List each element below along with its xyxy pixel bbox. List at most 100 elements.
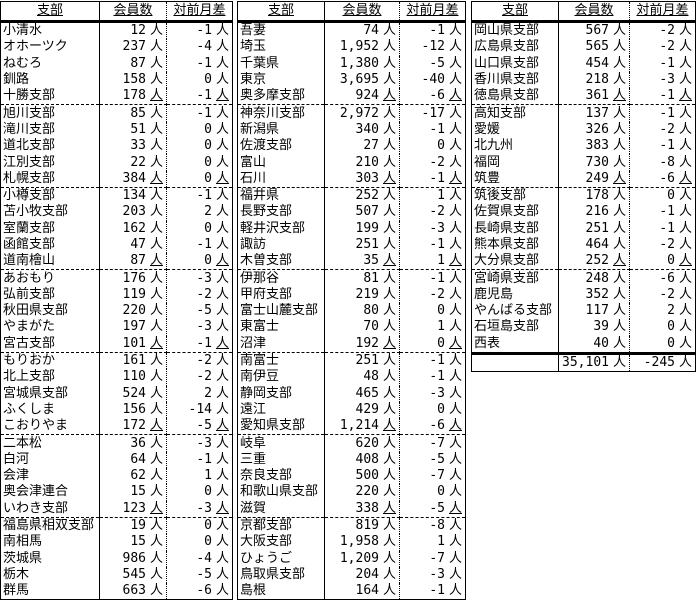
- branch-name: 愛媛: [471, 121, 559, 139]
- member-count: 340 人: [324, 121, 400, 139]
- branch-name: 静岡支部: [237, 385, 325, 402]
- header-branch-value: 支部: [267, 3, 294, 18]
- member-count-value: 33: [130, 138, 146, 154]
- table-row: 東富士 70 人 1 人: [237, 319, 466, 336]
- unit-label: 人: [149, 286, 163, 302]
- table-row: 石垣島支部 39 人 0 人: [471, 319, 696, 336]
- table-row: 弘前支部 119 人 -2 人: [0, 286, 233, 304]
- branch-name: 香川県支部: [471, 71, 559, 89]
- member-count: 248 人: [558, 269, 630, 287]
- branch-name-value: 京都支部: [240, 518, 293, 534]
- table-row: 香川県支部 218 人 -3 人: [471, 71, 696, 89]
- branch-name-value: 弘前支部: [3, 286, 56, 302]
- total-diff: -245 人: [629, 351, 696, 372]
- unit-label: 人: [448, 138, 462, 154]
- table-row: もりおか 161 人 -2 人: [0, 352, 233, 370]
- unit-label: 人: [149, 369, 163, 385]
- month-diff-value: -2: [429, 204, 445, 220]
- unit-label: 人: [678, 237, 692, 252]
- month-diff: -2 人: [630, 39, 696, 55]
- month-diff: -1 人: [400, 583, 466, 600]
- unit-label: 人: [612, 55, 626, 71]
- branch-name: 滝川支部: [0, 121, 100, 139]
- table-row: 奈良支部 500 人 -7 人: [237, 468, 466, 485]
- member-count-value: 119: [122, 286, 146, 302]
- branch-name: 札幌支部: [0, 170, 100, 188]
- month-diff-value: -2: [429, 154, 445, 170]
- month-diff: -1 人: [630, 204, 696, 220]
- member-count-value: 620: [355, 435, 379, 451]
- branch-name: 北上支部: [0, 369, 100, 386]
- table-row: 鹿児島 352 人 -2 人: [471, 286, 696, 304]
- unit-label: 人: [382, 550, 396, 566]
- member-count: 251 人: [324, 352, 400, 370]
- total-row: 35,101 人 -245 人: [471, 351, 696, 372]
- table-row: 佐渡支部 27 人 0 人: [237, 138, 466, 155]
- branch-name: 長崎県支部: [471, 220, 559, 237]
- table-row: 高知支部 137 人 -1 人: [471, 104, 696, 122]
- branch-name-value: 甲府支部: [240, 286, 293, 302]
- unit-label: 人: [382, 154, 396, 170]
- member-count-value: 117: [585, 303, 609, 319]
- branch-name-value: オホーツク: [3, 39, 68, 55]
- table-row: 富山 210 人 -2 人: [237, 154, 466, 171]
- header-diff-value: 対前月差: [173, 3, 226, 18]
- unit-label: 人: [382, 518, 396, 534]
- member-count: 22 人: [99, 154, 167, 171]
- unit-label: 人: [448, 88, 462, 104]
- month-diff-value: -2: [659, 23, 675, 39]
- unit-label: 人: [612, 105, 626, 121]
- month-diff-value: -4: [196, 550, 212, 566]
- unit-label: 人: [382, 500, 396, 516]
- header-members-value: 会員数: [113, 3, 153, 18]
- member-count-value: 87: [130, 253, 146, 269]
- unit-label: 人: [149, 353, 163, 369]
- member-count-value: 2,972: [339, 105, 379, 121]
- branch-name: 小樽支部: [0, 187, 100, 205]
- branch-name: 東富士: [237, 319, 325, 336]
- month-diff-value: -5: [196, 566, 212, 582]
- member-count: 361 人: [558, 88, 630, 106]
- unit-label: 人: [448, 23, 462, 39]
- member-count: 220 人: [99, 303, 167, 320]
- month-diff: -8 人: [630, 154, 696, 170]
- branch-name: 宮古支部: [0, 335, 100, 353]
- member-count: 158 人: [99, 71, 167, 89]
- branch-table-1: 支部 会員数 対前月差 小清水 12 人 -1 人オホーツク 237 人 -4 人ねむろ 87 人 -1 人釧…: [0, 1, 233, 600]
- branch-name-value: 滋賀: [240, 500, 267, 516]
- member-count: 663 人: [99, 583, 167, 600]
- branch-name: 白河: [0, 451, 100, 469]
- unit-label: 人: [678, 303, 692, 319]
- branch-name: 秋田県支部: [0, 303, 100, 320]
- member-count-value: 87: [130, 55, 146, 71]
- branch-name: 茨城県: [0, 550, 100, 567]
- table-row: 岡山県支部 567 人 -2 人: [471, 21, 696, 40]
- table-row: 函館支部 47 人 -1 人: [0, 236, 233, 254]
- month-diff-value: 1: [437, 253, 445, 269]
- member-count-value: 219: [355, 286, 379, 302]
- unit-label: 人: [448, 534, 462, 550]
- month-diff: -5 人: [400, 452, 466, 468]
- month-diff-value: -1: [429, 369, 445, 385]
- unit-label: 人: [215, 286, 229, 302]
- branch-name-value: 三重: [240, 451, 267, 467]
- month-diff: -1 人: [630, 105, 696, 122]
- table-row: 栃木 545 人 -5 人: [0, 566, 233, 584]
- member-count: 251 人: [558, 220, 630, 237]
- member-count-value: 64: [130, 451, 146, 467]
- month-diff-value: 0: [667, 335, 675, 351]
- unit-label: 人: [215, 55, 229, 71]
- month-diff-value: 0: [437, 335, 445, 351]
- branch-name: ねむろ: [0, 55, 100, 72]
- branch-name: 諏訪: [237, 236, 325, 254]
- unit-label: 人: [678, 204, 692, 220]
- member-count: 203 人: [99, 204, 167, 221]
- month-diff-value: 0: [204, 518, 212, 534]
- unit-label: 人: [215, 270, 229, 286]
- month-diff-value: 0: [204, 534, 212, 550]
- table-row: 宮城県支部 524 人 2 人: [0, 385, 233, 402]
- branch-name-value: 東富士: [240, 319, 280, 335]
- table-row: こおりやま 172 人 -5 人: [0, 418, 233, 436]
- table-row: 岐阜 620 人 -7 人: [237, 434, 466, 452]
